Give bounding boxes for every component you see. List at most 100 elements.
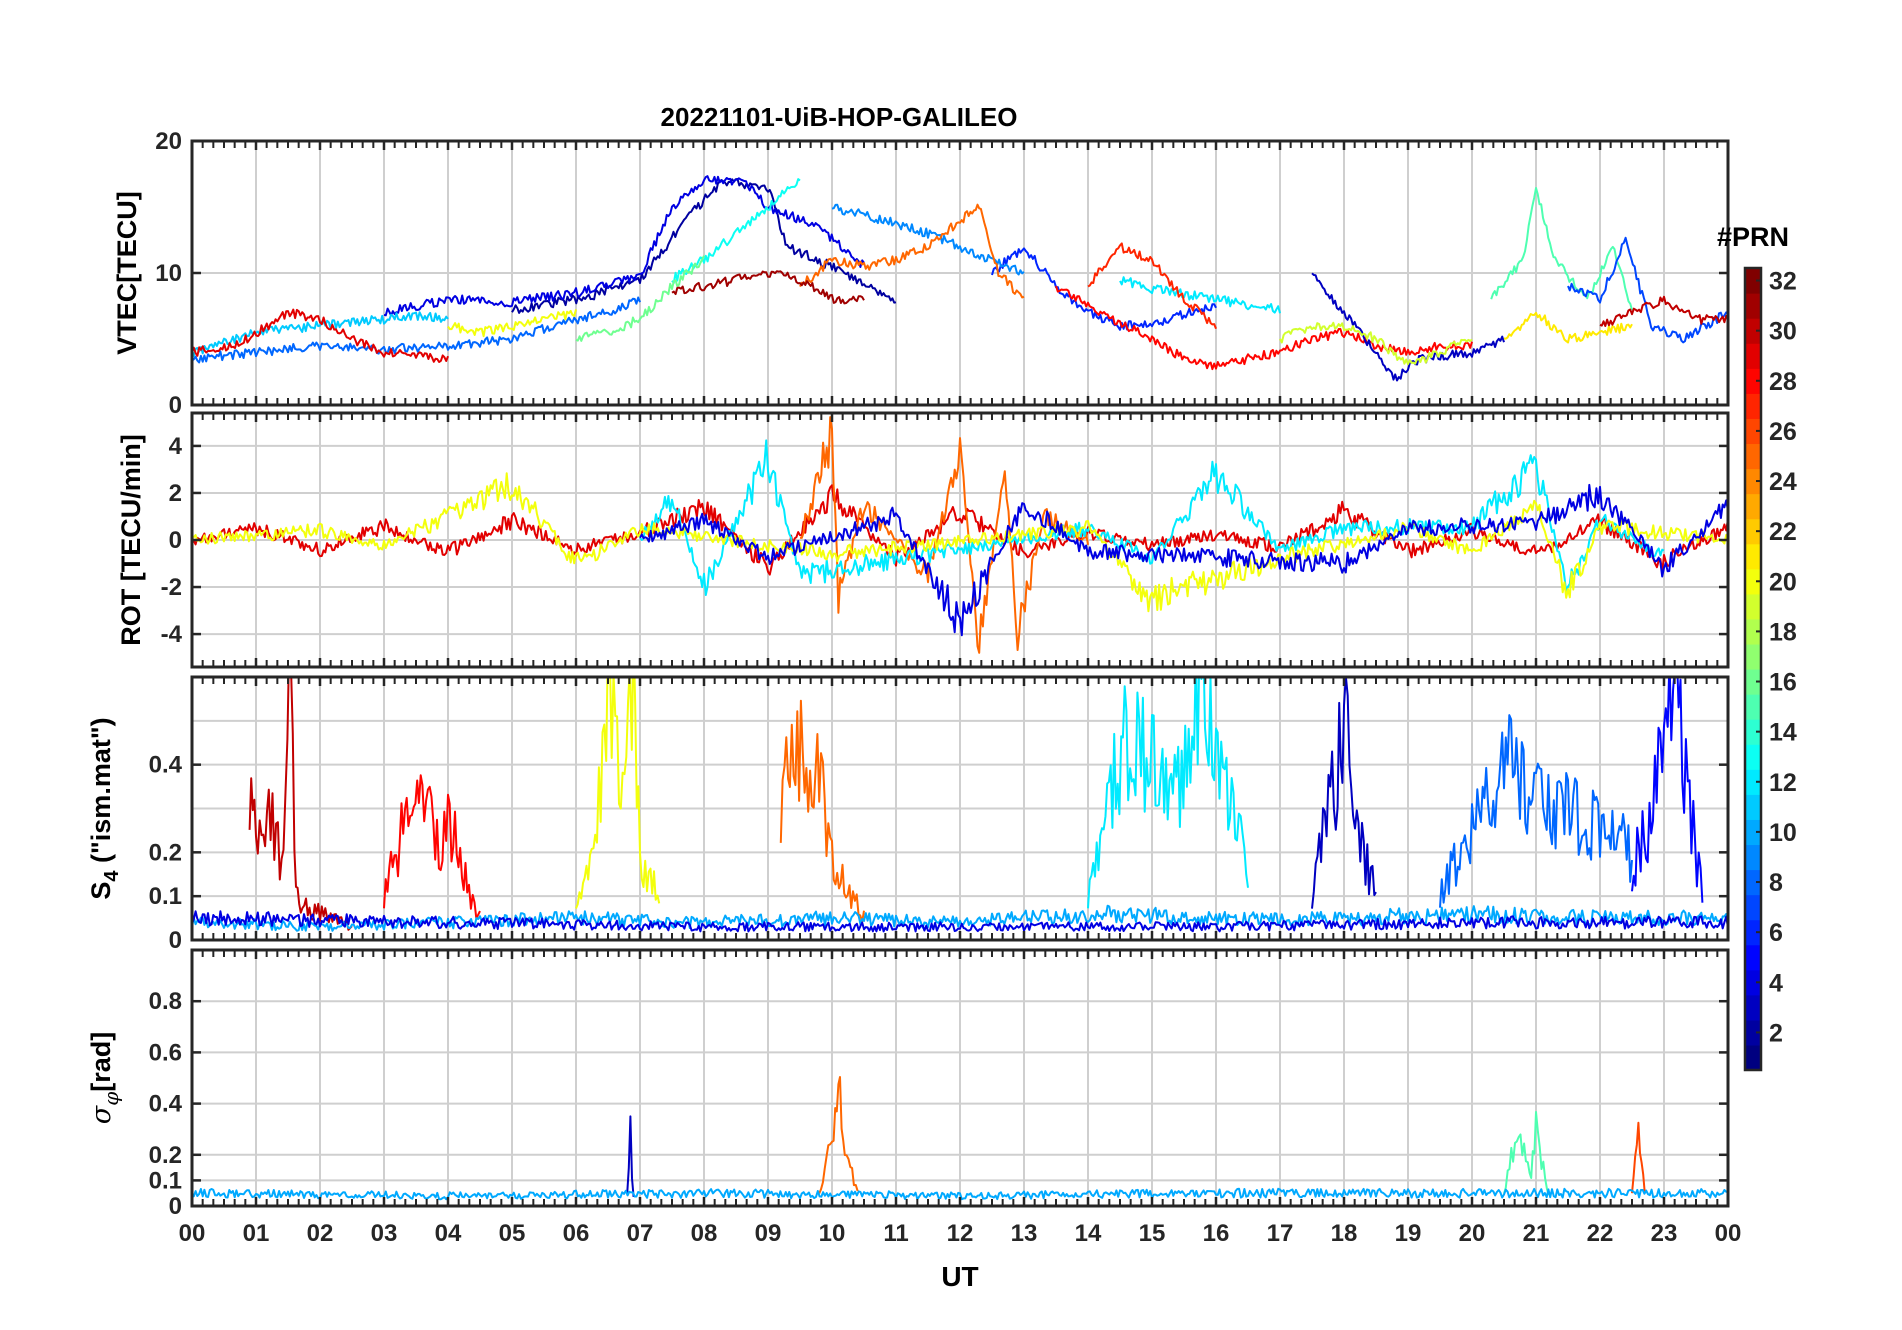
colorbar-swatch-29 xyxy=(1745,343,1761,369)
x-axis: 00 01 02 03 04 05 06 07 08 09 10 11 12 13 14 15 16 17 18 19… xyxy=(179,1220,1742,1247)
s4-y-tick-label: 0.4 xyxy=(149,752,183,779)
s4-series xyxy=(192,677,1728,933)
vtec-series-prn-4 xyxy=(383,175,865,317)
vtec-y-tick-label: 20 xyxy=(155,128,182,155)
rot-y-axis-label: ROT [TECU/min] xyxy=(116,434,146,645)
panel-rot: -4 -2 0 2 4 ROT [TECU/min] xyxy=(116,411,1730,669)
vtec-series xyxy=(192,175,1728,382)
x-tick-label: 11 xyxy=(883,1220,908,1247)
panel-s4: 0 0.1 0.2 0.4 S4 ("ism.mat") xyxy=(86,675,1730,954)
colorbar-tick-label: 28 xyxy=(1769,368,1797,396)
rot-series-prn-20 xyxy=(192,472,1728,613)
x-tick-label: 00 xyxy=(1715,1220,1742,1247)
colorbar-swatch-11 xyxy=(1745,794,1761,820)
s4-y-axis-label: S4 ("ism.mat") xyxy=(86,717,123,899)
colorbar-swatch-30 xyxy=(1745,318,1761,344)
vtec-y-axis-label: VTEC[TECU] xyxy=(112,191,142,355)
colorbar-label: #PRN xyxy=(1717,222,1789,252)
vtec-series-prn-6 xyxy=(991,247,1217,331)
panel-vtec: 0 10 20 VTEC[TECU] xyxy=(112,128,1730,419)
colorbar-tick-label: 6 xyxy=(1769,919,1783,947)
sigma_phi-y-tick-label: 0 xyxy=(169,1193,182,1220)
x-tick-label: 01 xyxy=(243,1220,270,1247)
colorbar-swatch-22 xyxy=(1745,518,1761,545)
colorbar-swatch-9 xyxy=(1745,844,1761,871)
sigma_phi-y-tick-label: 0.4 xyxy=(149,1091,183,1118)
colorbar-swatch-24 xyxy=(1745,468,1761,495)
colorbar-swatch-25 xyxy=(1745,443,1761,470)
rot-y-tick-label: -4 xyxy=(161,621,183,648)
chart-title: 20221101-UiB-HOP-GALILEO xyxy=(661,102,1018,132)
colorbar-swatch-5 xyxy=(1745,944,1761,971)
colorbar-swatch-13 xyxy=(1745,744,1761,770)
x-tick-label: 15 xyxy=(1139,1220,1166,1247)
colorbar-swatch-27 xyxy=(1745,393,1761,419)
colorbar-swatch-23 xyxy=(1745,493,1761,520)
sigma_phi-y-tick-label: 0.2 xyxy=(149,1142,182,1169)
x-axis-label: UT xyxy=(941,1261,978,1292)
rot-y-tick-label: -2 xyxy=(161,574,182,601)
vtec-series-prn-20 xyxy=(447,309,577,338)
s4-y-tick-label: 0.1 xyxy=(149,883,182,910)
s4-series-prn-3 xyxy=(1311,677,1377,909)
sigma-label-rest: [rad] xyxy=(86,1032,116,1092)
colorbar-tick-label: 8 xyxy=(1769,869,1783,897)
vtec-series-prn-15 xyxy=(1490,187,1633,311)
vtec-y-tick-label: 10 xyxy=(155,260,182,287)
s4-label-rest: ("ism.mat") xyxy=(86,717,116,870)
x-tick-label: 08 xyxy=(691,1220,718,1247)
rot-series-prn-25 xyxy=(799,416,1089,654)
x-tick-label: 12 xyxy=(947,1220,974,1247)
vtec-series-prn-29 xyxy=(192,308,449,363)
colorbar-swatch-1 xyxy=(1745,1044,1761,1071)
colorbar-tick-label: 22 xyxy=(1769,518,1797,546)
rot-series xyxy=(192,416,1728,654)
x-tick-label: 03 xyxy=(371,1220,398,1247)
x-tick-label: 16 xyxy=(1203,1220,1230,1247)
s4-series-prn-25 xyxy=(779,699,865,923)
sigma_phi-y-tick-label: 0.8 xyxy=(149,988,182,1015)
x-tick-label: 23 xyxy=(1651,1220,1678,1247)
colorbar-swatch-4 xyxy=(1745,969,1761,996)
x-tick-label: 22 xyxy=(1587,1220,1614,1247)
vtec-series-prn-30 xyxy=(1599,295,1728,327)
colorbar-swatch-12 xyxy=(1745,769,1761,795)
colorbar-tick-label: 30 xyxy=(1769,318,1797,346)
vtec-series-prn-28 xyxy=(1055,285,1473,371)
vtec-series-prn-21 xyxy=(1503,311,1633,344)
vtec-series-prn-16 xyxy=(575,255,705,342)
s4-label-sub: 4 xyxy=(101,870,123,882)
colorbar-swatch-16 xyxy=(1745,669,1761,695)
s4-series-prn-5 xyxy=(1631,677,1704,903)
colorbar-swatch-14 xyxy=(1745,719,1761,745)
panel-sigma_phi: 00.10.2 0.4 0.6 0.8 σφ[rad] xyxy=(86,948,1730,1220)
vtec-series-prn-11 xyxy=(192,311,449,357)
s4-y-tick-label: 0.2 xyxy=(149,839,182,866)
s4-series-prn-4 xyxy=(192,910,1728,933)
colorbar-tick-label: 24 xyxy=(1769,468,1797,496)
vtec-series-prn-12 xyxy=(1119,276,1281,314)
x-tick-label: 07 xyxy=(627,1220,654,1247)
x-tick-label: 21 xyxy=(1523,1220,1550,1247)
rot-series-prn-12 xyxy=(639,439,1665,596)
s4-x-ticks xyxy=(190,677,1730,940)
vtec-x-ticks xyxy=(190,141,1730,405)
s4-series-prn-8 xyxy=(1439,714,1633,908)
colorbar-swatch-21 xyxy=(1745,543,1761,570)
colorbar-tick-label: 14 xyxy=(1769,719,1797,747)
sigma_phi-series-prn-26 xyxy=(1631,1121,1646,1194)
rot-y-tick-label: 0 xyxy=(169,527,182,554)
colorbar-swatch-3 xyxy=(1745,994,1761,1021)
x-tick-label: 18 xyxy=(1331,1220,1358,1247)
s4-label-s: S xyxy=(86,882,116,900)
vtec-series-prn-8 xyxy=(192,296,641,364)
colorbar-swatch-18 xyxy=(1745,618,1761,645)
colorbar-tick-label: 4 xyxy=(1769,969,1783,997)
vtec-series-prn-3 xyxy=(1311,272,1505,382)
x-tick-label: 00 xyxy=(179,1220,206,1247)
s4-series-prn-28 xyxy=(383,774,481,920)
rot-x-ticks xyxy=(190,413,1730,667)
